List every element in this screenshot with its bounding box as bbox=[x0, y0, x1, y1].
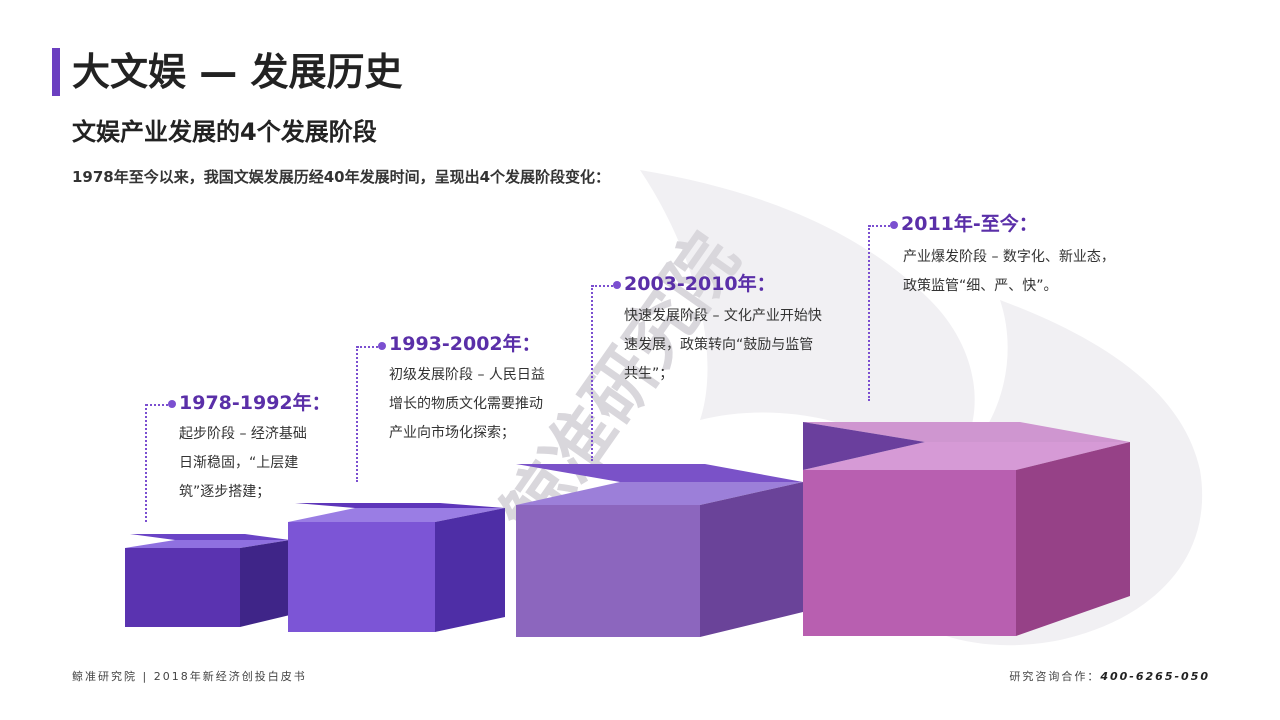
stage-3-connector-h bbox=[592, 285, 616, 287]
page-subtitle: 文娱产业发展的4个发展阶段 bbox=[72, 118, 377, 146]
stage-4-connector bbox=[868, 225, 870, 401]
stage-3-label: 2003-2010年： bbox=[624, 273, 776, 295]
stage-2-connector-h bbox=[357, 346, 381, 348]
stage-4-connector-h bbox=[869, 225, 893, 227]
step-3 bbox=[516, 464, 803, 637]
stage-2-label: 1993-2002年： bbox=[389, 333, 541, 355]
stage-3-marker bbox=[613, 281, 621, 289]
stage-2-desc: 初级发展阶段 – 人民日益 增长的物质文化需要推动 产业向市场化探索； bbox=[389, 367, 545, 441]
step-1 bbox=[125, 534, 290, 627]
stage-2-connector bbox=[356, 346, 358, 482]
footer-contact: 研究咨询合作：400-6265-050 bbox=[1009, 668, 1210, 684]
stage-1-desc: 起步阶段 – 经济基础 日渐稳固，“上层建 筑”逐步搭建； bbox=[179, 426, 307, 500]
step-2 bbox=[288, 503, 505, 632]
stage-3-desc: 快速发展阶段 – 文化产业开始快 速发展，政策转向“鼓励与监管 共生”； bbox=[624, 308, 822, 382]
stage-4-label: 2011年-至今： bbox=[901, 213, 1038, 235]
stage-1-label: 1978-1992年： bbox=[179, 392, 331, 414]
footer-source: 鲸准研究院 | 2018年新经济创投白皮书 bbox=[72, 670, 307, 683]
stage-1-marker bbox=[168, 400, 176, 408]
stage-4-desc: 产业爆发阶段 – 数字化、新业态， 政策监管“细、严、快”。 bbox=[903, 249, 1115, 294]
stage-1-connector bbox=[145, 404, 147, 522]
footer-phone: 400-6265-050 bbox=[1100, 670, 1210, 683]
intro-text: 1978年至今以来，我国文娱发展历经40年发展时间，呈现出4个发展阶段变化： bbox=[72, 168, 611, 186]
stage-4-marker bbox=[890, 221, 898, 229]
stage-3-connector bbox=[591, 285, 593, 461]
footer-contact-label: 研究咨询合作： bbox=[1009, 670, 1101, 683]
step-4 bbox=[803, 422, 1130, 636]
stage-1-connector-h bbox=[146, 404, 172, 406]
stage-2-marker bbox=[378, 342, 386, 350]
title-accent-bar bbox=[52, 48, 60, 96]
page-title: 大文娱 — 发展历史 bbox=[72, 50, 403, 94]
